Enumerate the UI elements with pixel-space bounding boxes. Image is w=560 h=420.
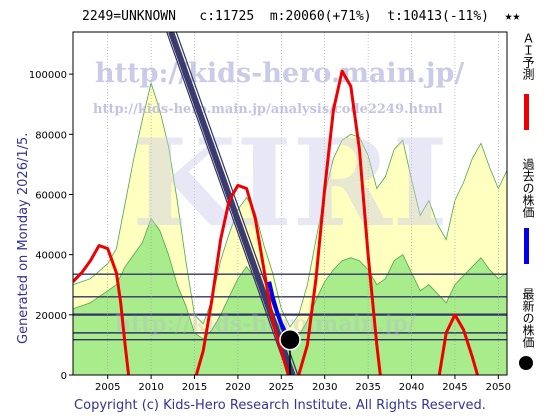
watermark-url-sub: http://kids-hero.main.jp/analysis/code22… (93, 102, 443, 117)
watermark: KIRI http://kids-hero.main.jp/ http://ki… (93, 58, 464, 337)
y-tick-label-1: 20000 (35, 311, 67, 322)
legend-latest-price-swatch (519, 356, 533, 370)
generated-label: Generated on Monday 2026/1/5. (16, 132, 31, 344)
header-stars: ★★ (504, 9, 521, 24)
copyright-footer: Copyright (c) Kids-Hero Research Institu… (74, 398, 486, 413)
x-tick-label-8: 2045 (442, 382, 467, 393)
horizontal-levels (73, 273, 507, 341)
legend-latest-price-text: 最新の株価 (521, 288, 535, 348)
header-code: 2249=UNKNOWN (82, 9, 176, 24)
x-axis-ticks: 2005 2010 2015 2020 2025 2030 2035 2040 2045 2050 (95, 375, 511, 393)
legend-past-price: 過去の株価 (516, 158, 538, 268)
watermark-url-main: http://kids-hero.main.jp/ (95, 58, 464, 89)
y-tick-label-2: 40000 (35, 251, 67, 262)
x-tick-label-6: 2035 (355, 382, 380, 393)
x-tick-label-5: 2030 (312, 382, 337, 393)
y-tick-label-5: 100000 (29, 70, 67, 81)
ai-forecast-line (73, 69, 479, 375)
legend-past-price-text: 過去の株価 (521, 158, 535, 218)
y-tick-label-3: 60000 (35, 190, 67, 201)
x-tick-label-9: 2050 (486, 382, 511, 393)
watermark-url-lower: http://kids-hero.main.jp/ (115, 311, 417, 337)
legend-ai-forecast-swatch (524, 94, 529, 130)
x-tick-label-7: 2040 (399, 382, 424, 393)
header-median: m:20060(+71%) (269, 9, 372, 24)
x-tick-label-3: 2020 (225, 382, 250, 393)
y-axis-ticks: 0 20000 40000 60000 80000 100000 (29, 70, 73, 382)
chart-header: 2249=UNKNOWN c:11725 m:20060(+71%) t:104… (82, 9, 520, 24)
band-inner-area (73, 217, 507, 375)
legend-past-price-swatch (524, 228, 529, 264)
watermark-logo: KIRI (132, 113, 448, 254)
x-tick-label-4: 2025 (269, 382, 294, 393)
legend-ai-forecast: ＡＩ予測 (516, 32, 538, 132)
x-tick-label-1: 2010 (138, 382, 163, 393)
y-tick-label-0: 0 (61, 371, 67, 382)
header-target: t:10413(-11%) (387, 9, 490, 24)
x-tick-label-0: 2005 (95, 382, 120, 393)
legend-latest-price: 最新の株価 (516, 288, 538, 378)
plot-border (72, 31, 508, 376)
legend-ai-forecast-text: ＡＩ予測 (521, 32, 535, 80)
header-current: c:11725 (199, 9, 255, 24)
x-tick-label-2: 2015 (182, 382, 207, 393)
y-tick-label-4: 80000 (35, 130, 67, 141)
latest-price-marker (279, 328, 301, 351)
